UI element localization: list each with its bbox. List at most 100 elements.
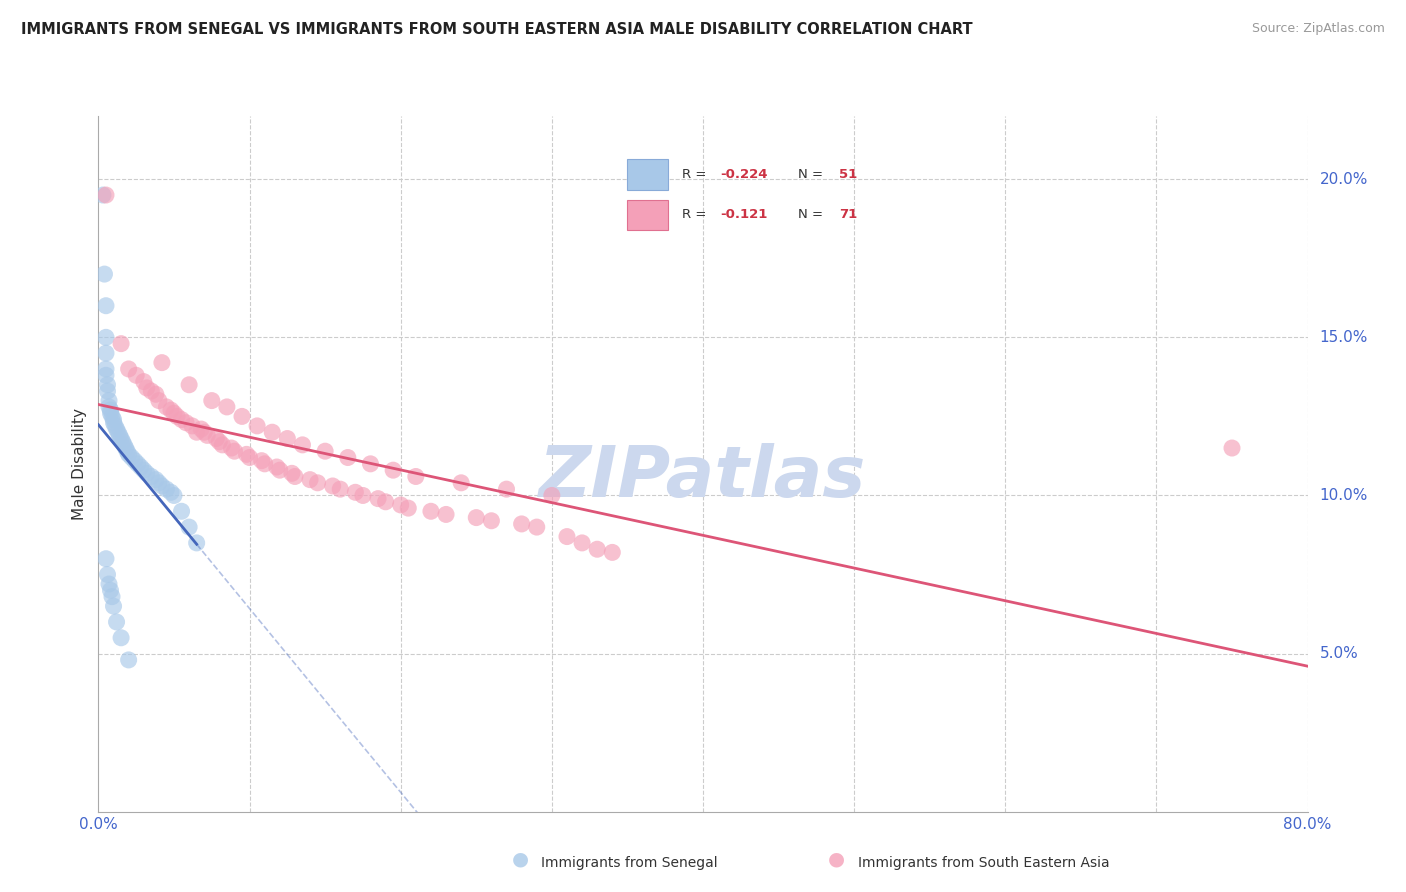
Point <box>96 384 118 398</box>
Point <box>367 491 389 506</box>
Point <box>215 400 238 414</box>
Point <box>101 409 124 424</box>
Point <box>540 488 562 502</box>
Point <box>163 488 186 502</box>
Point <box>94 330 117 344</box>
Point <box>307 475 329 490</box>
Point <box>100 406 122 420</box>
Point <box>269 463 291 477</box>
Point <box>586 542 609 557</box>
Point <box>450 475 472 490</box>
Point <box>239 450 262 465</box>
Point <box>246 418 269 433</box>
Point <box>96 567 118 582</box>
Point <box>127 457 149 471</box>
Point <box>101 590 124 604</box>
Text: N =: N = <box>799 168 828 181</box>
Point <box>291 438 314 452</box>
Text: R =: R = <box>682 209 716 221</box>
Point <box>170 504 193 518</box>
Point <box>253 457 276 471</box>
Bar <box>627 200 668 230</box>
Point <box>98 400 121 414</box>
Point <box>150 356 173 370</box>
Point <box>141 469 163 483</box>
Point <box>112 438 135 452</box>
Point <box>110 631 132 645</box>
Text: 20.0%: 20.0% <box>1320 172 1368 186</box>
Point <box>177 377 201 392</box>
Point <box>336 450 359 465</box>
Point <box>155 482 177 496</box>
Point <box>602 545 624 559</box>
Point <box>344 485 367 500</box>
Point <box>231 409 253 424</box>
Text: 10.0%: 10.0% <box>1320 488 1368 503</box>
Point <box>103 412 125 426</box>
Point <box>235 447 257 461</box>
Point <box>132 375 155 389</box>
Point <box>224 444 246 458</box>
Point <box>510 516 533 531</box>
Point <box>93 267 115 281</box>
Text: -0.224: -0.224 <box>720 168 768 181</box>
Point <box>103 599 125 614</box>
Text: Immigrants from Senegal: Immigrants from Senegal <box>541 855 718 870</box>
Point <box>555 530 578 544</box>
Point <box>118 362 141 376</box>
Point <box>105 615 128 629</box>
Point <box>166 409 188 424</box>
Y-axis label: Male Disability: Male Disability <box>72 408 87 520</box>
Point <box>374 495 396 509</box>
Text: 51: 51 <box>839 168 858 181</box>
Point <box>193 425 215 440</box>
Point <box>160 485 183 500</box>
Point <box>181 418 204 433</box>
Point <box>105 422 128 436</box>
Point <box>124 453 146 467</box>
Point <box>201 393 224 408</box>
Point <box>110 336 132 351</box>
Point <box>205 432 228 446</box>
Point <box>221 441 243 455</box>
Point <box>107 425 129 440</box>
Point <box>284 469 307 483</box>
Point <box>208 434 231 449</box>
Point <box>91 188 114 202</box>
Point <box>94 368 117 383</box>
Point <box>465 510 488 524</box>
Point <box>100 583 122 598</box>
Point <box>104 418 127 433</box>
Point <box>481 514 503 528</box>
Text: N =: N = <box>799 209 828 221</box>
Point <box>98 393 121 408</box>
Point <box>170 412 193 426</box>
Point <box>190 422 212 436</box>
Text: 15.0%: 15.0% <box>1320 330 1368 345</box>
Point <box>571 536 593 550</box>
Point <box>174 416 197 430</box>
Point <box>526 520 548 534</box>
Point <box>276 432 298 446</box>
Point <box>94 346 117 360</box>
Point <box>132 463 155 477</box>
Point <box>299 473 322 487</box>
Point <box>94 299 117 313</box>
Point <box>322 479 344 493</box>
Point <box>135 381 157 395</box>
Point <box>186 425 208 440</box>
Text: IMMIGRANTS FROM SENEGAL VS IMMIGRANTS FROM SOUTH EASTERN ASIA MALE DISABILITY CO: IMMIGRANTS FROM SENEGAL VS IMMIGRANTS FR… <box>21 22 973 37</box>
Point <box>329 482 352 496</box>
Point <box>115 444 138 458</box>
Point <box>100 403 122 417</box>
Point <box>118 447 141 461</box>
Point <box>121 450 143 465</box>
Point <box>148 475 170 490</box>
Point <box>103 416 125 430</box>
Point <box>98 577 121 591</box>
Point <box>111 434 134 449</box>
Point <box>118 653 141 667</box>
Text: Source: ZipAtlas.com: Source: ZipAtlas.com <box>1251 22 1385 36</box>
Point <box>94 551 117 566</box>
Point <box>141 384 163 398</box>
